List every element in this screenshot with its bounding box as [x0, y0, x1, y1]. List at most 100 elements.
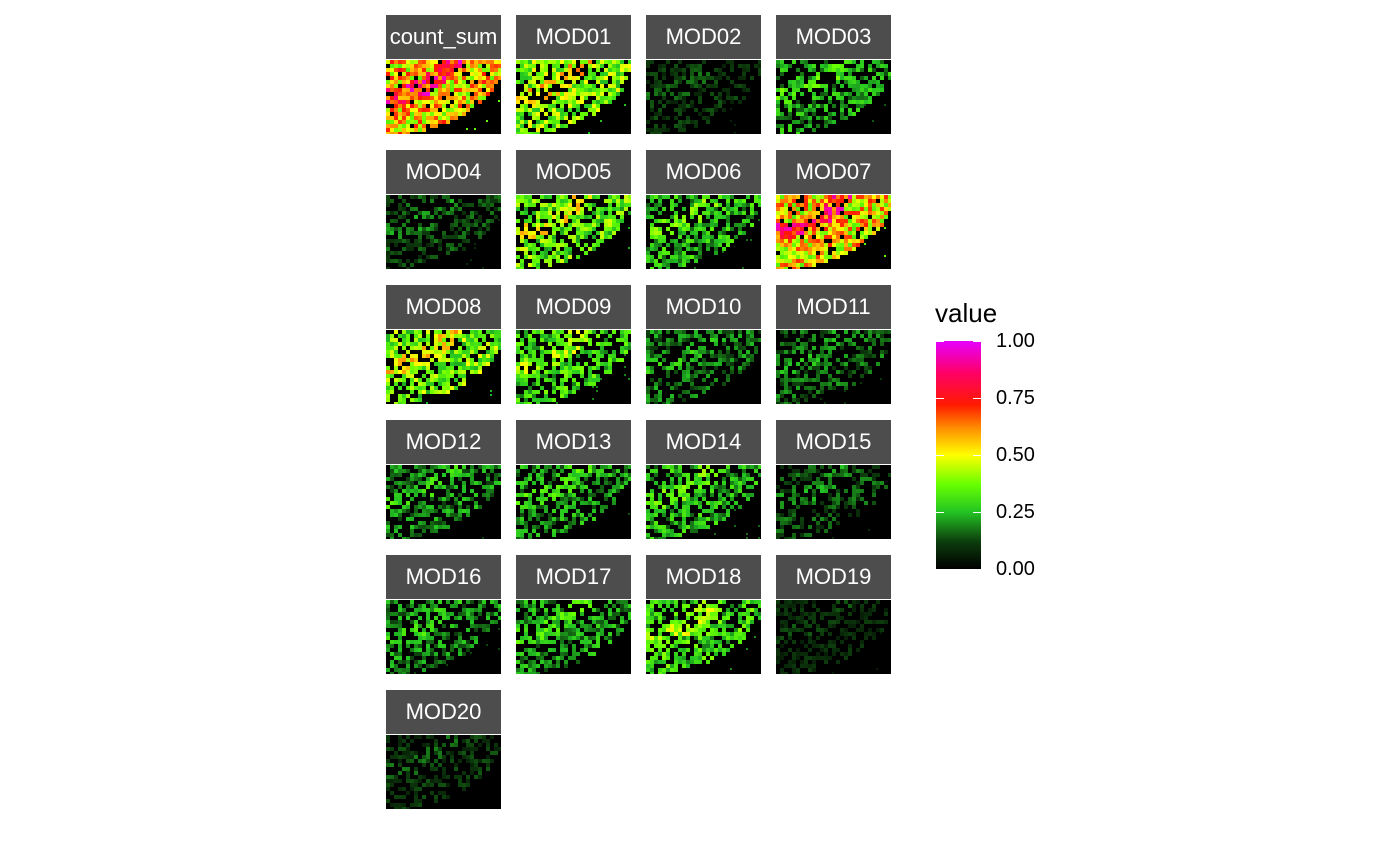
heatmap-cell: [796, 469, 800, 473]
heatmap-cell: [750, 616, 754, 620]
heatmap-cell: [780, 215, 784, 219]
heatmap-cell: [528, 497, 532, 501]
heatmap-cell: [462, 88, 466, 92]
heatmap-cell: [466, 263, 468, 265]
heatmap-cell: [466, 88, 470, 92]
heatmap-cell: [390, 672, 394, 674]
heatmap-cell: [714, 215, 718, 219]
heatmap-cell: [576, 235, 580, 239]
heatmap-cell: [702, 80, 706, 84]
heatmap-cell: [600, 362, 604, 366]
heatmap-cell: [406, 239, 410, 243]
heatmap-cell: [524, 132, 528, 134]
heatmap-cell: [872, 354, 876, 358]
heatmap-cell: [442, 338, 446, 342]
heatmap-cell: [410, 473, 414, 477]
heatmap-cell: [426, 235, 430, 239]
heatmap-cell: [682, 513, 686, 517]
heatmap-cell: [698, 239, 702, 243]
heatmap-cell: [486, 64, 490, 68]
heatmap-cell: [612, 330, 616, 334]
heatmap-cell: [780, 251, 784, 255]
heatmap-cell: [450, 374, 454, 378]
heatmap-cell: [824, 108, 828, 112]
heatmap-cell: [836, 334, 840, 338]
heatmap-cell: [552, 656, 556, 660]
heatmap-cell: [532, 251, 536, 255]
heatmap-cell: [674, 219, 678, 223]
heatmap-cell: [694, 195, 698, 199]
heatmap-cell: [426, 505, 430, 509]
heatmap-cell: [694, 521, 698, 525]
heatmap-cell: [872, 493, 876, 497]
heatmap-cell: [718, 485, 722, 489]
heatmap-cell: [828, 100, 832, 104]
heatmap-cell: [490, 390, 492, 392]
heatmap-cell: [470, 100, 474, 104]
heatmap-cell: [776, 76, 780, 80]
heatmap-cell: [722, 370, 726, 374]
heatmap-cell: [430, 104, 434, 108]
heatmap-cell: [498, 100, 500, 102]
heatmap-cell: [604, 338, 608, 342]
heatmap-cell: [616, 84, 620, 88]
heatmap-cell: [678, 108, 682, 112]
heatmap-cell: [490, 195, 494, 199]
heatmap-cell: [560, 80, 564, 84]
heatmap-cell: [548, 334, 552, 338]
heatmap-cell: [738, 223, 742, 227]
heatmap-cell: [820, 390, 824, 394]
heatmap-cell: [820, 473, 824, 477]
heatmap-cell: [864, 366, 868, 370]
heatmap-cell: [654, 600, 658, 604]
heatmap-cell: [572, 521, 576, 525]
heatmap-cell: [552, 223, 556, 227]
heatmap-cell: [580, 88, 584, 92]
heatmap-cell: [418, 640, 422, 644]
heatmap-cell: [520, 231, 524, 235]
heatmap-cell: [490, 334, 494, 338]
heatmap-cell: [536, 215, 540, 219]
heatmap-cell: [690, 521, 694, 525]
heatmap-cell: [608, 211, 612, 215]
heatmap-cell: [734, 96, 738, 100]
heatmap-cell: [864, 501, 868, 505]
heatmap-cell: [832, 219, 836, 223]
heatmap-cell: [650, 243, 654, 247]
heatmap-cell: [390, 612, 394, 616]
heatmap-cell: [776, 64, 780, 68]
heatmap-cell: [650, 366, 654, 370]
heatmap-cell: [722, 72, 726, 76]
heatmap-cell: [532, 350, 536, 354]
heatmap-cell: [580, 620, 584, 624]
heatmap-cell: [816, 370, 820, 374]
heatmap-cell: [670, 72, 674, 76]
heatmap-cell: [478, 362, 482, 366]
heatmap-cell: [788, 251, 792, 255]
heatmap-cell: [414, 243, 418, 247]
heatmap-cell: [540, 616, 544, 620]
heatmap-cell: [690, 334, 694, 338]
heatmap-cell: [454, 112, 458, 116]
heatmap-cell: [686, 481, 690, 485]
heatmap-cell: [548, 648, 552, 652]
facet-strip-label: MOD15: [776, 420, 891, 464]
heatmap-cell: [580, 608, 584, 612]
heatmap-cell: [470, 88, 474, 92]
heatmap-cell: [390, 88, 394, 92]
heatmap-cell: [528, 120, 532, 124]
heatmap-cell: [576, 231, 580, 235]
heatmap-cell: [600, 346, 604, 350]
heatmap-cell: [588, 644, 592, 648]
heatmap-cell: [544, 96, 548, 100]
heatmap-cell: [536, 219, 540, 223]
heatmap-cell: [482, 354, 486, 358]
heatmap-cell: [750, 338, 754, 342]
heatmap-cell: [654, 247, 658, 251]
heatmap-cell: [792, 227, 796, 231]
heatmap-cell: [674, 533, 678, 537]
heatmap-cell: [816, 76, 820, 80]
heatmap-cell: [462, 239, 466, 243]
heatmap-cell: [528, 199, 532, 203]
heatmap-cell: [726, 608, 730, 612]
